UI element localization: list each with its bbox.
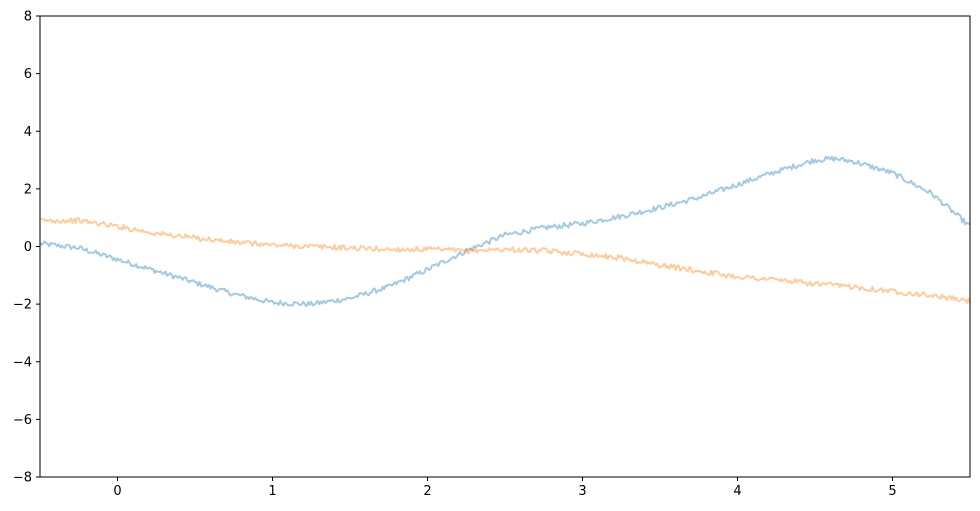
x-tick-label: 1	[268, 484, 276, 499]
y-axis: −8 −6 −4 −2 0 2 4 6 8	[13, 10, 40, 486]
y-tick-label: −8	[13, 471, 32, 486]
y-tick-label: 0	[24, 240, 32, 255]
x-tick-label: 5	[888, 484, 896, 499]
series-line-1	[39, 155, 971, 308]
x-tick-label: 3	[578, 484, 586, 499]
y-tick-label: 6	[24, 67, 32, 82]
y-tick-label: 4	[24, 125, 32, 140]
x-tick-label: 2	[423, 484, 431, 499]
series-layer	[39, 155, 971, 308]
series-line-2	[39, 217, 971, 304]
plot-frame	[39, 15, 971, 478]
x-tick-label: 0	[113, 484, 121, 499]
y-tick-label: 2	[24, 182, 32, 197]
y-tick-label: −6	[13, 413, 32, 428]
y-tick-label: −2	[13, 298, 32, 313]
y-tick-label: 8	[24, 10, 32, 25]
x-tick-label: 4	[733, 484, 741, 499]
x-axis: 0 1 2 3 4 5	[113, 477, 897, 499]
y-tick-label: −4	[13, 355, 32, 370]
